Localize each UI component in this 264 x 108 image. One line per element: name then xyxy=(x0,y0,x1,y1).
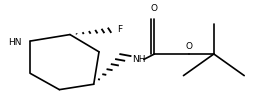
Text: O: O xyxy=(185,42,192,51)
Text: O: O xyxy=(151,4,158,13)
Text: NH: NH xyxy=(132,55,145,64)
Text: HN: HN xyxy=(8,38,21,47)
Text: F: F xyxy=(117,25,122,34)
